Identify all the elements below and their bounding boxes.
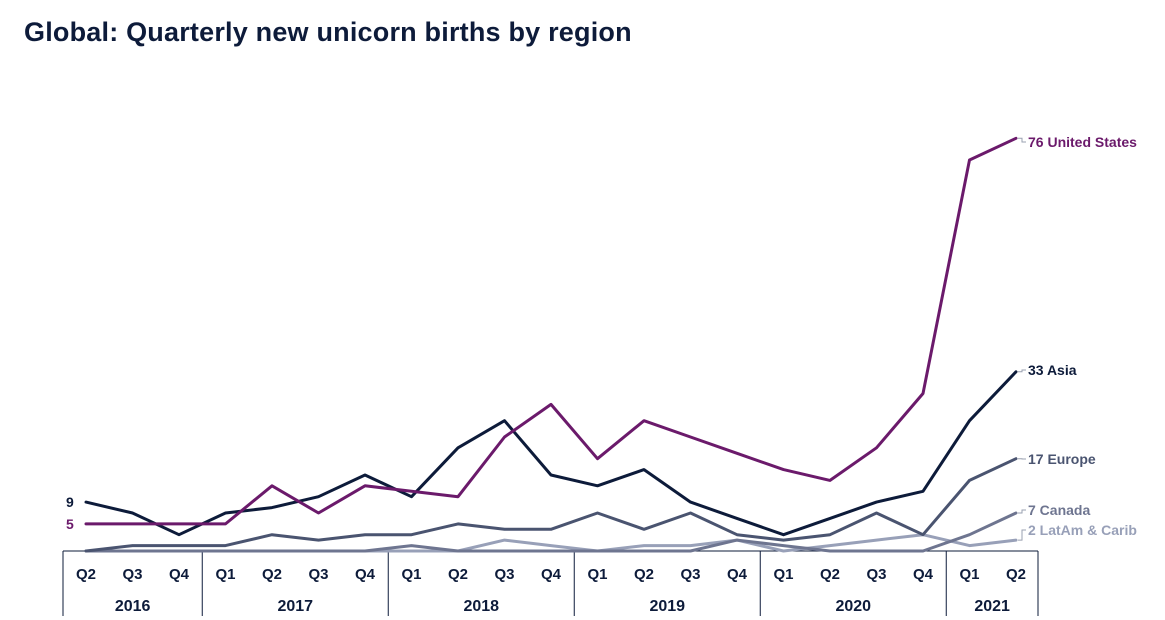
series-label-leader <box>1018 369 1026 373</box>
year-labels: 2016 2017 2018 2019 2020 2021 <box>115 598 1010 615</box>
x-tick-label: Q1 <box>959 566 979 583</box>
x-tick-label: Q4 <box>727 566 748 583</box>
year-label: 2021 <box>974 598 1010 615</box>
year-label: 2018 <box>463 598 499 615</box>
series-start-label: 5 <box>66 516 74 532</box>
x-tick-label: Q4 <box>169 566 190 583</box>
series-end-label: 2 LatAm & Carib <box>1028 522 1137 538</box>
series-label-leader <box>1018 137 1026 143</box>
series-line-europe <box>84 457 1018 553</box>
x-tick-label: Q3 <box>122 566 142 583</box>
x-tick-label: Q3 <box>308 566 328 583</box>
x-tick-labels: Q2 Q3 Q4 Q1 Q2 Q3 Q4 Q1 Q2 Q3 Q4 Q1 Q2 Q3 Q4 Q1 Q2 Q3 Q4 Q1… <box>76 566 1026 583</box>
series-line-united-states <box>84 136 1018 526</box>
series-line-canada <box>84 511 1018 553</box>
series-layer <box>84 136 1018 553</box>
x-tick-label: Q2 <box>262 566 282 583</box>
series-end-label: 33 Asia <box>1028 362 1077 378</box>
x-tick-label: Q1 <box>401 566 421 583</box>
series-end-label: 7 Canada <box>1028 502 1090 518</box>
series-line-latam-carib <box>84 533 1018 553</box>
series-labels: 76 United States 5 33 Asia 9 17 Europe 7 Cana… <box>66 134 1137 541</box>
series-end-label: 76 United States <box>1028 134 1137 150</box>
x-tick-label: Q2 <box>1006 566 1026 583</box>
x-tick-label: Q4 <box>355 566 376 583</box>
chart-title: Global: Quarterly new unicorn births by … <box>24 17 632 47</box>
series-label-leader <box>1018 529 1026 541</box>
x-tick-label: Q3 <box>494 566 514 583</box>
x-tick-label: Q1 <box>773 566 793 583</box>
series-line-asia <box>84 370 1018 537</box>
x-axis-frame <box>62 550 1039 616</box>
x-tick-label: Q4 <box>541 566 562 583</box>
year-label: 2019 <box>649 598 685 615</box>
x-tick-label: Q3 <box>866 566 886 583</box>
x-tick-label: Q3 <box>680 566 700 583</box>
x-tick-label: Q2 <box>634 566 654 583</box>
x-tick-label: Q4 <box>913 566 934 583</box>
year-label: 2017 <box>277 598 313 615</box>
series-start-label: 9 <box>66 494 74 510</box>
year-label: 2016 <box>115 598 151 615</box>
x-tick-label: Q1 <box>215 566 235 583</box>
x-tick-label: Q2 <box>448 566 468 583</box>
x-tick-label: Q2 <box>820 566 840 583</box>
year-label: 2020 <box>835 598 871 615</box>
x-tick-label: Q1 <box>587 566 607 583</box>
series-end-label: 17 Europe <box>1028 451 1096 467</box>
x-tick-label: Q2 <box>76 566 96 583</box>
series-label-leader <box>1018 509 1026 514</box>
